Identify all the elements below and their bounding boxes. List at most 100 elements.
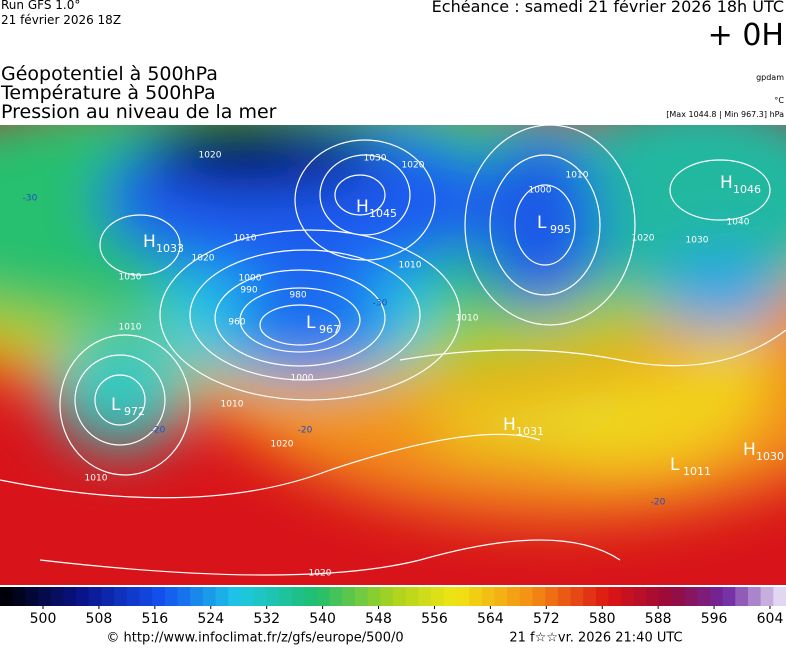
unit: °C (774, 96, 784, 105)
colorbar-swatch (126, 587, 140, 606)
colorbar-tick-label: 604 (757, 611, 784, 627)
run-date: 21 février 2026 18Z (1, 13, 122, 27)
center-type: L (670, 455, 680, 475)
center-type: L (537, 213, 547, 233)
center-value: 1030 (756, 450, 784, 463)
colorbar-swatch (456, 587, 470, 606)
temperature-label: -30 (373, 299, 388, 309)
colorbar-swatch (671, 587, 686, 606)
isobar-label: 1020 (632, 234, 655, 244)
colorbar-tick-label: 500 (30, 611, 57, 627)
center-value: 1046 (733, 183, 761, 196)
colorbar-swatch (0, 587, 14, 606)
isobar-label: 1010 (119, 323, 142, 333)
field: Pression au niveau de la mer (1, 101, 277, 123)
center-type: H (503, 415, 516, 435)
colorbar-swatch (266, 587, 280, 606)
colorbar-tick-label: 540 (309, 611, 336, 627)
colorbar-tick-label: 556 (421, 611, 448, 627)
colorbar-swatch (722, 587, 736, 606)
footer-time: 21 f☆☆vr. 2026 21:40 UTC (509, 631, 682, 646)
colorbar-swatch (278, 587, 293, 606)
colorbar-tick-label: 564 (477, 611, 504, 627)
colorbar-swatch (228, 587, 242, 606)
isobar-label: 1010 (566, 171, 589, 181)
colorbar-swatch (152, 587, 166, 606)
colorbar-swatch (735, 587, 749, 606)
center-type: H (720, 173, 733, 193)
colorbar-swatch (12, 587, 26, 606)
colorbar-tick-label: 532 (253, 611, 280, 627)
field: Géopotentiel à 500hPa (1, 63, 218, 85)
colorbar-tick-label: 572 (533, 611, 560, 627)
colorbar-swatch (342, 587, 356, 606)
colorbar-swatch (747, 587, 762, 606)
colorbar-swatch (202, 587, 217, 606)
colorbar-swatch (139, 587, 153, 606)
colorbar-swatch (507, 587, 521, 606)
center-value: 1045 (369, 207, 397, 220)
isobar-label: 1010 (221, 400, 244, 410)
colorbar-swatch (684, 587, 698, 606)
isobar-label: 1000 (529, 186, 552, 196)
colorbar-swatch (76, 587, 90, 606)
isobar-label: 1020 (402, 161, 425, 171)
colorbar-swatch (773, 587, 786, 606)
center-value: 1031 (516, 425, 544, 438)
colorbar-swatch (25, 587, 39, 606)
colorbar-tick-label: 596 (701, 611, 728, 627)
colorbar-tick-label: 524 (197, 611, 224, 627)
colorbar-swatch (481, 587, 495, 606)
colorbar-swatch (215, 587, 229, 606)
isobar-label: 990 (240, 286, 257, 296)
colorbar-swatch (304, 587, 318, 606)
footer-url: © http://www.infoclimat.fr/z/gfs/europe/… (106, 631, 403, 646)
isobar-label: 1010 (85, 474, 108, 484)
colorbar-swatch (50, 587, 64, 606)
isobar-label: 980 (289, 291, 306, 301)
colorbar-swatch (291, 587, 305, 606)
colorbar-swatch (595, 587, 610, 606)
colorbar-swatch (88, 587, 102, 606)
center-value: 1033 (156, 242, 184, 255)
isobar-label: 1030 (119, 273, 142, 283)
isobar-label: 1030 (364, 154, 387, 164)
isobar-label: 1030 (686, 236, 709, 246)
center-type: L (111, 395, 121, 415)
colorbar-swatch (583, 587, 597, 606)
temperature-label: -20 (651, 498, 666, 508)
colorbar-tick-label: 508 (86, 611, 113, 627)
colorbar-swatch (114, 587, 128, 606)
colorbar-swatch (190, 587, 204, 606)
echeance: Echéance : samedi 21 février 2026 18h UT… (431, 0, 784, 16)
colorbar-swatch (519, 587, 533, 606)
colorbar-swatch (621, 587, 635, 606)
colorbar-swatch (367, 587, 381, 606)
colorbar-tick-label: 516 (141, 611, 168, 627)
colorbar-swatch (659, 587, 673, 606)
isobar-label: 960 (228, 318, 245, 328)
colorbar-swatch (380, 587, 394, 606)
temperature-label: -30 (23, 194, 38, 204)
isobar-label: 1040 (727, 218, 750, 228)
colorbar-swatch (633, 587, 648, 606)
colorbar-swatch (709, 587, 724, 606)
center-value: 995 (550, 223, 571, 236)
colorbar-swatch (164, 587, 178, 606)
isobar-label: 1010 (399, 261, 422, 271)
isobars (0, 125, 786, 576)
colorbar-swatch (177, 587, 191, 606)
colorbar-swatch (469, 587, 483, 606)
isobar-label: 1000 (239, 274, 262, 284)
colorbar-swatch (431, 587, 445, 606)
temperature-label: -20 (298, 426, 313, 436)
colorbar-swatch (443, 587, 457, 606)
colorbar-swatch (760, 587, 774, 606)
colorbar-swatch (316, 587, 331, 606)
colorbar: 500 508 516 524 532 540 548 556 564 572 580 588 596 6… (0, 587, 786, 627)
center-value: 967 (319, 323, 340, 336)
temperature-label: -20 (151, 426, 166, 436)
colorbar-swatch (494, 587, 508, 606)
